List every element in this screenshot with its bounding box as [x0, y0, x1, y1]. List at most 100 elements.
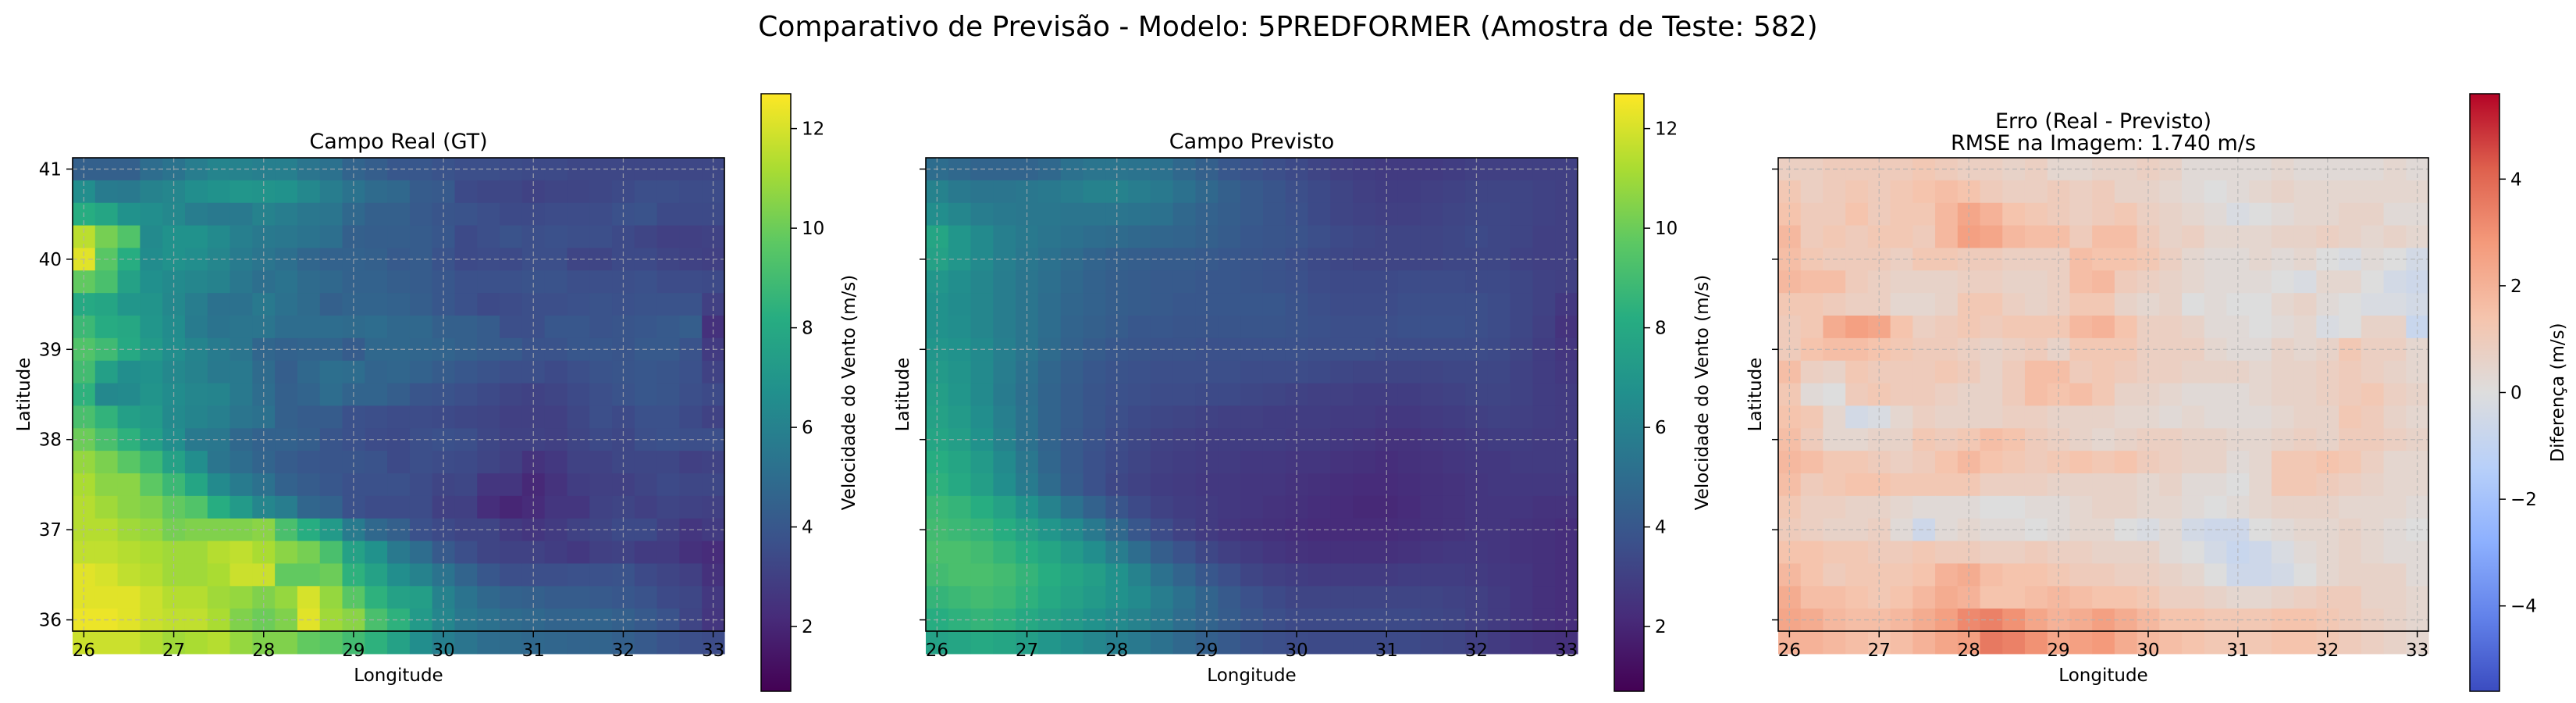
heatmap-cell — [1240, 495, 1264, 519]
heatmap-cell — [387, 270, 411, 294]
heatmap-cell — [1060, 473, 1084, 497]
heatmap-cell — [1397, 631, 1421, 655]
heatmap-cell — [2069, 518, 2093, 542]
y-tick-label: 37 — [39, 520, 62, 541]
colorbar-tick-label: 4 — [2510, 170, 2522, 190]
heatmap-cell — [1823, 293, 1846, 316]
heatmap-cell — [207, 293, 231, 316]
heatmap-cell — [1083, 360, 1106, 384]
heatmap-cell — [1890, 225, 1913, 249]
heatmap-cell — [1867, 316, 1891, 339]
heatmap-cell — [409, 248, 433, 271]
heatmap-cell — [2316, 495, 2339, 519]
heatmap-cell — [1935, 270, 1959, 294]
heatmap-cell — [1262, 316, 1286, 339]
heatmap-cell — [2271, 451, 2295, 474]
heatmap-cell — [1308, 293, 1331, 316]
heatmap-cell — [454, 180, 478, 204]
heatmap-cell — [2002, 360, 2026, 384]
heatmap-cell — [275, 202, 298, 227]
heatmap-cell — [567, 608, 590, 632]
heatmap-cell — [1487, 541, 1511, 565]
heatmap-cell — [1037, 518, 1062, 542]
heatmap-cell — [1912, 541, 1936, 565]
heatmap-cell — [970, 586, 994, 609]
heatmap-cell — [1060, 631, 1084, 655]
heatmap-cell — [2226, 270, 2250, 294]
heatmap-cell — [2024, 180, 2048, 204]
colorbar-tick-label: 10 — [1655, 219, 1678, 239]
heatmap-cell — [1397, 316, 1421, 339]
heatmap-cell — [567, 225, 590, 249]
heatmap-cell — [679, 270, 703, 294]
heatmap-cell — [1262, 202, 1286, 227]
heatmap-cell — [275, 360, 298, 384]
heatmap-cell — [1060, 202, 1084, 227]
heatmap-cell — [1218, 405, 1241, 429]
heatmap-cell — [679, 495, 703, 519]
heatmap-cell — [993, 541, 1016, 565]
heatmap-cell — [1218, 270, 1241, 294]
heatmap-cell — [1980, 563, 2003, 587]
heatmap-cell — [2339, 405, 2362, 429]
heatmap-cell — [1800, 586, 1824, 609]
heatmap-cell — [1980, 180, 2003, 204]
heatmap-cell — [1890, 631, 1913, 655]
heatmap-cell — [117, 225, 141, 249]
heatmap-cell — [567, 518, 590, 542]
heatmap-cell — [1060, 360, 1084, 384]
heatmap-cell — [1150, 495, 1174, 519]
heatmap-cell — [1308, 202, 1331, 227]
heatmap-cell — [1912, 451, 1936, 474]
heatmap-cell — [1060, 270, 1084, 294]
heatmap-cell — [2092, 631, 2115, 655]
heatmap-cell — [2159, 316, 2183, 339]
heatmap-cell — [1845, 360, 1869, 384]
heatmap-cell — [207, 316, 231, 339]
heatmap-cell — [1218, 428, 1241, 451]
heatmap-cell — [2092, 202, 2115, 227]
heatmap-cell — [1935, 225, 1959, 249]
heatmap-cell — [2339, 451, 2362, 474]
heatmap-cell — [2159, 270, 2183, 294]
heatmap-cell — [207, 608, 231, 632]
heatmap-cell — [1353, 293, 1376, 316]
heatmap-cell — [2002, 473, 2026, 497]
heatmap-cell — [679, 316, 703, 339]
heatmap-cell — [2293, 631, 2317, 655]
heatmap-cell — [207, 586, 231, 609]
heatmap-cell — [1150, 202, 1174, 227]
heatmap-cell — [275, 383, 298, 407]
heatmap-cell — [454, 495, 478, 519]
heatmap-cell — [544, 631, 568, 655]
heatmap-cell — [2204, 383, 2228, 407]
heatmap-cell — [1172, 451, 1197, 474]
heatmap-cell — [2316, 293, 2339, 316]
heatmap-cell — [1823, 541, 1846, 565]
heatmap-cell — [2293, 473, 2317, 497]
heatmap-cell — [162, 495, 186, 519]
heatmap-cell — [365, 473, 388, 497]
heatmap-cell — [477, 293, 500, 316]
heatmap-cell — [1912, 428, 1936, 451]
heatmap-cell — [2339, 225, 2362, 249]
heatmap-cell — [2069, 293, 2093, 316]
heatmap-cell — [1083, 518, 1106, 542]
colorbar-gradient — [1614, 93, 1645, 692]
heatmap-cell — [1397, 360, 1421, 384]
heatmap-cell — [275, 563, 298, 587]
heatmap-cell — [1218, 563, 1241, 587]
heatmap-cell — [432, 293, 456, 316]
heatmap-cell — [1912, 473, 1936, 497]
heatmap-cell — [1037, 248, 1062, 271]
heatmap-cell — [365, 293, 388, 316]
heatmap-cell — [1487, 631, 1511, 655]
heatmap-cell — [1240, 383, 1264, 407]
heatmap-cell — [117, 316, 141, 339]
heatmap-cell — [117, 270, 141, 294]
heatmap-cell — [184, 518, 208, 542]
heatmap-cell — [1912, 316, 1936, 339]
heatmap-cell — [1172, 293, 1197, 316]
heatmap-cell — [140, 473, 163, 497]
x-tick-label: 26 — [926, 641, 948, 661]
